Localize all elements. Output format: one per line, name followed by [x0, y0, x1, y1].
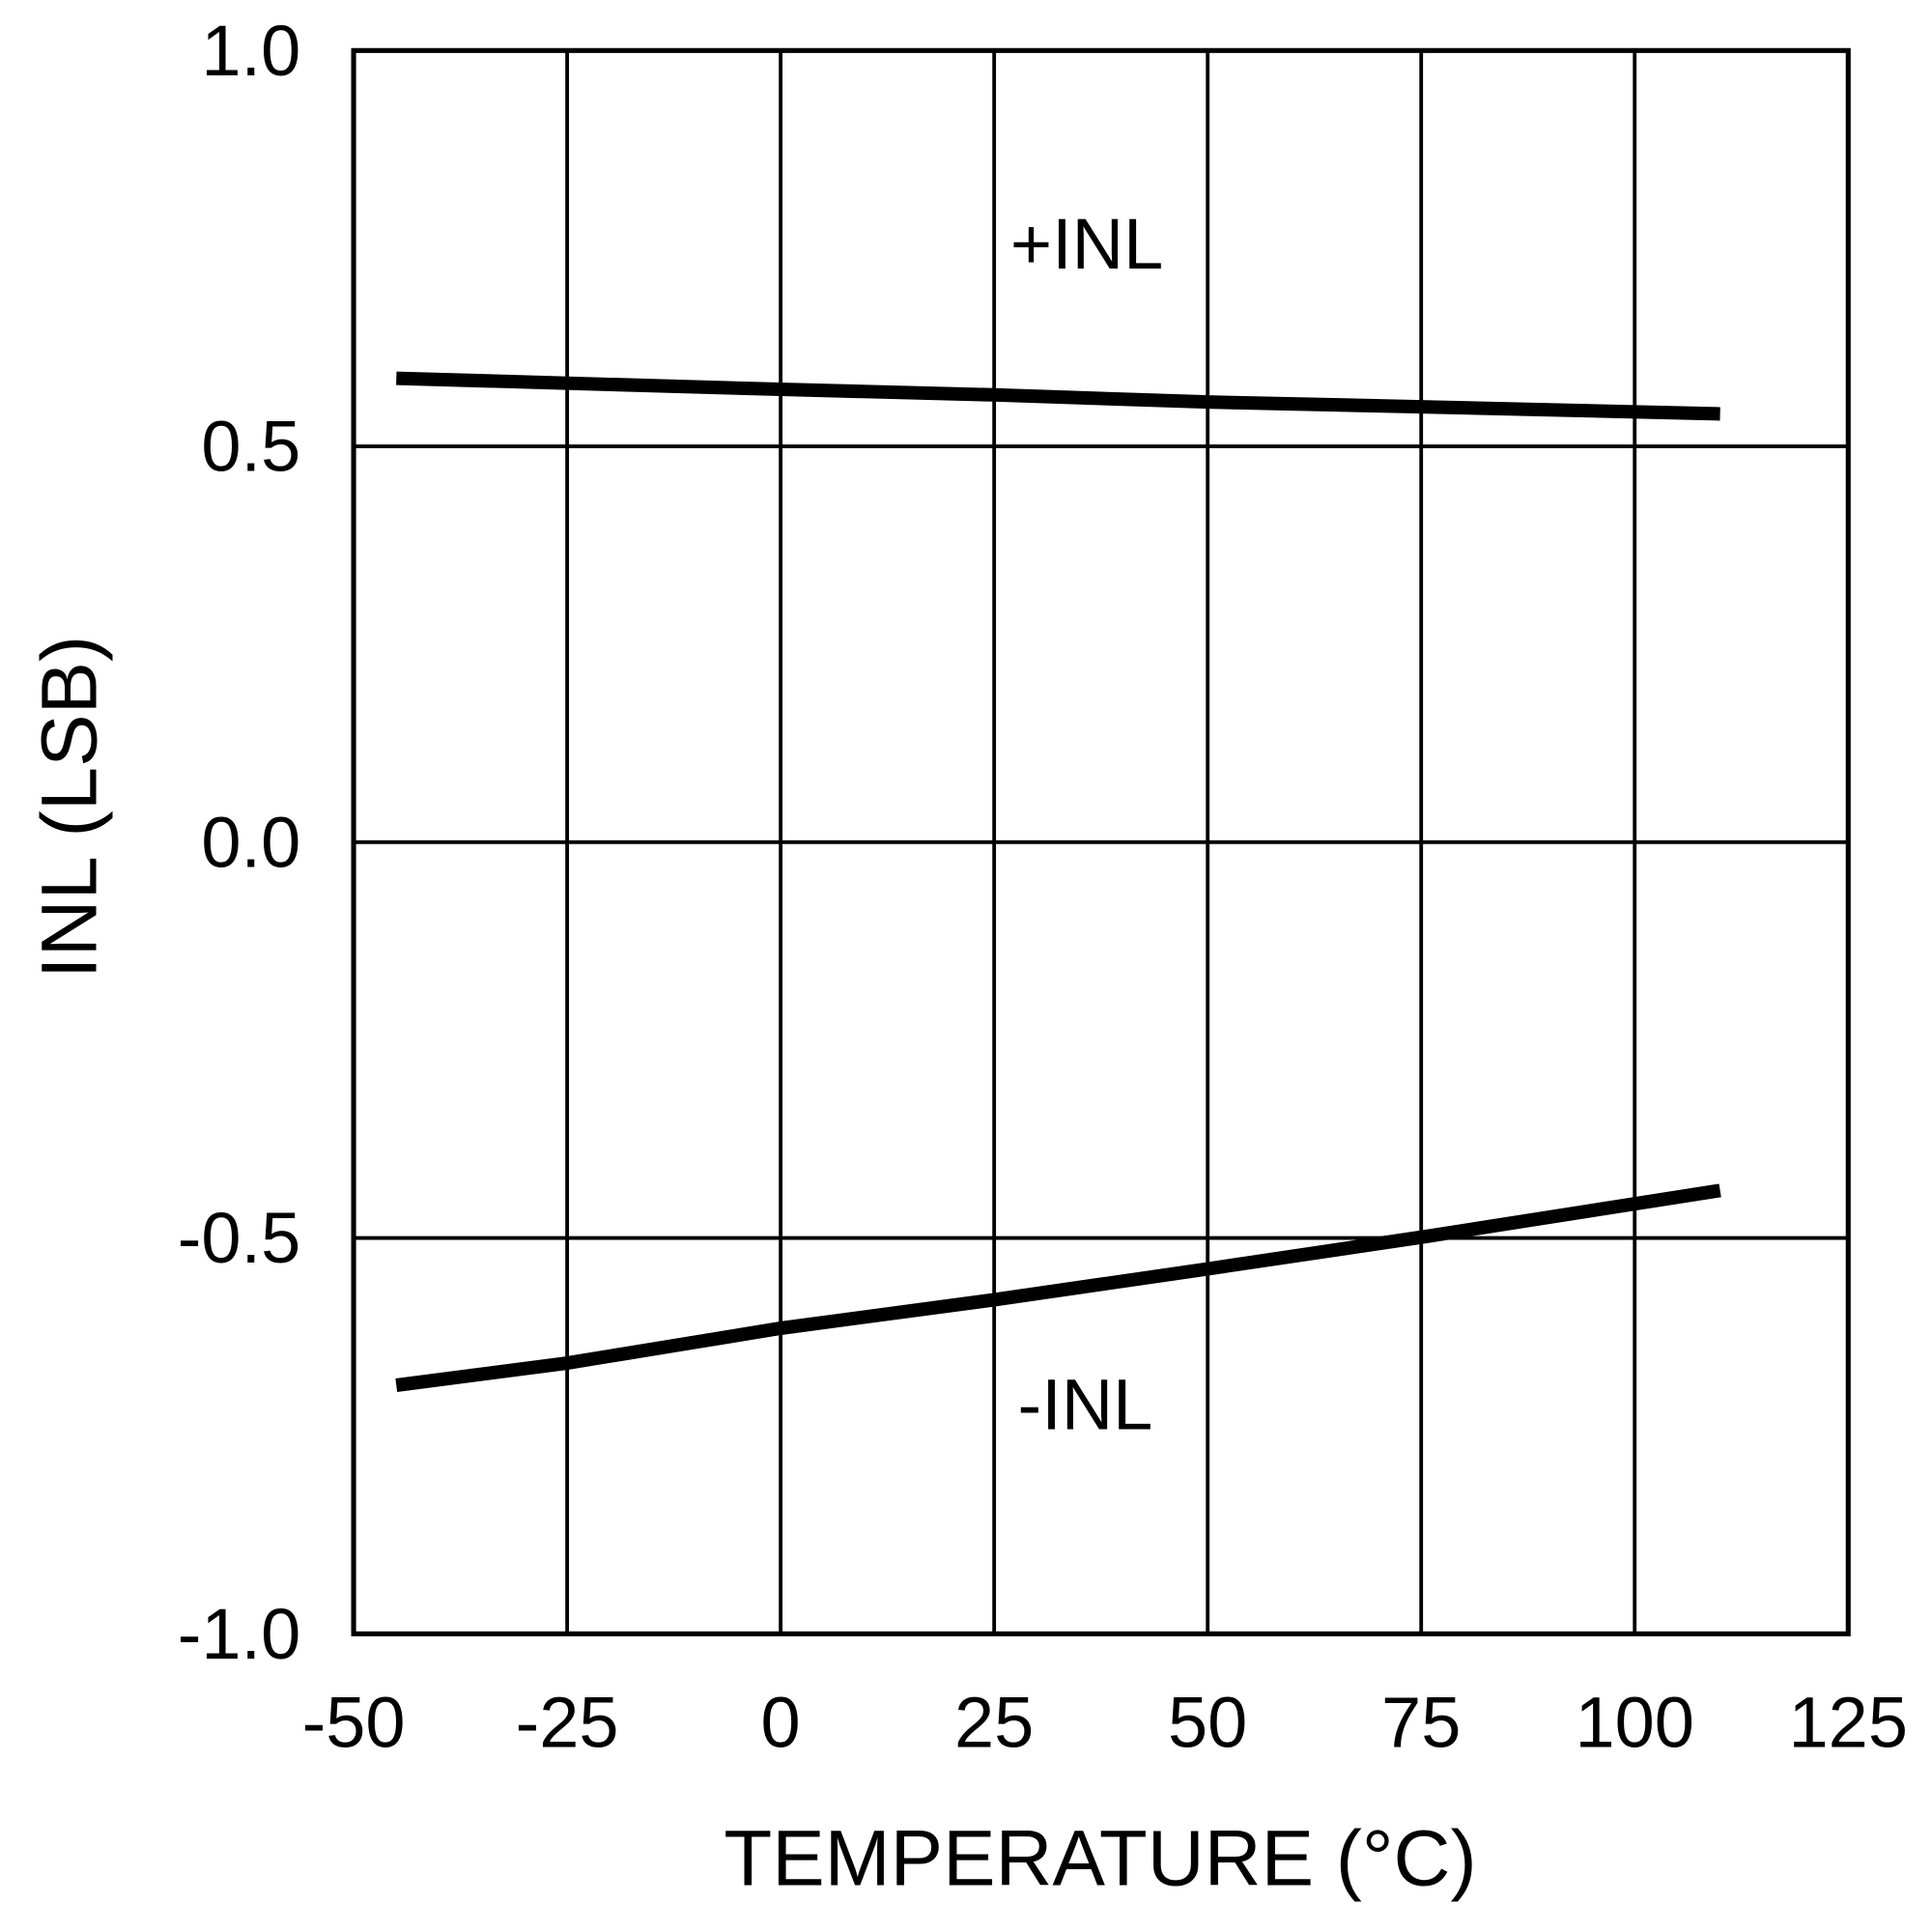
plot-frame	[351, 47, 1851, 1636]
x-tick-label: 25	[954, 1683, 1034, 1763]
y-tick-label: 1.0	[201, 11, 300, 91]
annotation-plus-inl: +INL	[1010, 204, 1163, 284]
x-axis-label: TEMPERATURE (°C)	[724, 1815, 1476, 1903]
y-tick-label: 0.5	[201, 407, 300, 487]
y-tick-label: -1.0	[178, 1594, 300, 1674]
x-tick-label: 50	[1168, 1683, 1247, 1763]
series-line-minus-inl	[395, 1183, 1721, 1392]
x-tick-label: 75	[1381, 1683, 1461, 1763]
y-tick-label: 0.0	[201, 802, 300, 882]
x-tick-label: 125	[1789, 1683, 1908, 1763]
x-tick-label: -25	[516, 1683, 619, 1763]
x-tick-label: 0	[761, 1683, 801, 1763]
x-tick-label: -50	[302, 1683, 406, 1763]
x-tick-label: 100	[1576, 1683, 1694, 1763]
annotation-minus-inl: -INL	[1018, 1365, 1153, 1445]
series-group	[395, 371, 1721, 1392]
y-tick-label: -0.5	[178, 1198, 300, 1278]
series-line-plus-inl	[396, 371, 1720, 421]
tick-labels: -50 -25 0 25 50 75 100 125 1.0 0.5 0.0 -0.5 -1.0	[178, 11, 1908, 1763]
y-axis-label: INL (LSB)	[25, 636, 113, 979]
